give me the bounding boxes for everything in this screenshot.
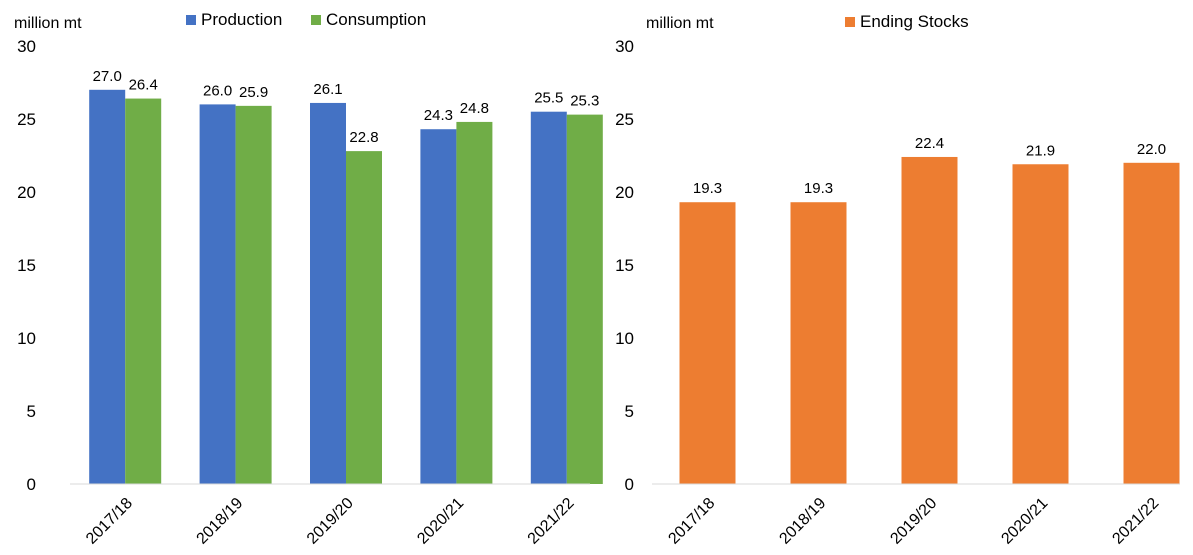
x-tick-label: 2021/22: [525, 495, 578, 548]
legend-label-production: Production: [201, 10, 282, 29]
y-tick-label: 25: [615, 110, 634, 129]
data-label-consumption: 25.9: [239, 84, 268, 101]
ending-stocks-chart: million mt 0 5 10 15 20 25 30 19.3 2017/18 19.3 201…: [615, 12, 1180, 548]
bar-consumption-2019-20: [346, 151, 382, 484]
x-tick-label: 2020/21: [414, 495, 467, 548]
legend-swatch-consumption: [311, 15, 321, 25]
bar-ending-stocks-2021-22: [1123, 162, 1180, 485]
y-tick-label: 25: [17, 110, 36, 129]
data-label-production: 25.5: [534, 90, 563, 107]
data-label-ending-stocks: 19.3: [804, 180, 833, 197]
y-tick-label: 0: [625, 475, 634, 494]
data-label-ending-stocks: 21.9: [1026, 142, 1055, 159]
y-tick-label: 20: [17, 183, 36, 202]
legend-swatch-production: [186, 15, 196, 25]
y-tick-label: 5: [625, 402, 634, 421]
y-tick-label: 30: [17, 37, 36, 56]
y-tick-label: 20: [615, 183, 634, 202]
unit-label: million mt: [646, 15, 714, 32]
bar-production-2017-18: [89, 89, 126, 485]
y-tick-label: 10: [17, 329, 36, 348]
bar-ending-stocks-2019-20: [901, 156, 958, 484]
x-tick-label: 2019/20: [304, 495, 357, 548]
x-tick-label: 2018/19: [776, 495, 829, 548]
bar-ending-stocks-2017-18: [679, 202, 736, 484]
data-label-ending-stocks: 19.3: [693, 180, 722, 197]
production-consumption-chart: million mt 0 5 10 15 20 25 30 27.0 26.4 2017/18 26.…: [14, 10, 603, 548]
unit-label: million mt: [14, 15, 82, 32]
bar-consumption-2020-21: [456, 121, 493, 485]
bar-production-2020-21: [420, 129, 457, 484]
data-label-production: 26.1: [313, 81, 342, 98]
y-tick-label: 0: [27, 475, 36, 494]
bar-ending-stocks-2020-21: [1012, 164, 1069, 484]
data-label-ending-stocks: 22.4: [915, 135, 944, 152]
legend-swatch-ending-stocks: [845, 17, 855, 27]
bar-consumption-2021-22: [566, 114, 603, 485]
data-label-production: 24.3: [424, 107, 453, 124]
data-label-production: 26.0: [203, 82, 232, 99]
bar-ending-stocks-2018-19: [790, 202, 847, 484]
y-tick-label: 15: [615, 256, 634, 275]
y-tick-label: 5: [27, 402, 36, 421]
bar-production-2018-19: [199, 104, 236, 485]
y-tick-label: 10: [615, 329, 634, 348]
data-label-ending-stocks: 22.0: [1137, 141, 1166, 158]
y-tick-label: 15: [17, 256, 36, 275]
x-tick-label: 2017/18: [83, 495, 136, 548]
legend-label-ending-stocks: Ending Stocks: [860, 12, 969, 31]
x-tick-label: 2018/19: [194, 495, 247, 548]
bar-production-2021-22: [530, 111, 567, 484]
data-label-consumption: 24.8: [460, 100, 489, 117]
legend-label-consumption: Consumption: [326, 10, 426, 29]
y-tick-label: 30: [615, 37, 634, 56]
x-tick-label: 2020/21: [998, 495, 1051, 548]
data-label-consumption: 25.3: [570, 93, 599, 110]
data-label-production: 27.0: [93, 68, 122, 85]
data-label-consumption: 22.8: [349, 129, 378, 146]
x-tick-label: 2017/18: [665, 495, 718, 548]
x-tick-label: 2021/22: [1109, 495, 1162, 548]
bar-consumption-2017-18: [125, 98, 162, 484]
bar-consumption-2018-19: [235, 105, 272, 485]
x-tick-label: 2019/20: [887, 495, 940, 548]
bar-production-2019-20: [310, 102, 346, 484]
data-label-consumption: 26.4: [129, 77, 158, 94]
